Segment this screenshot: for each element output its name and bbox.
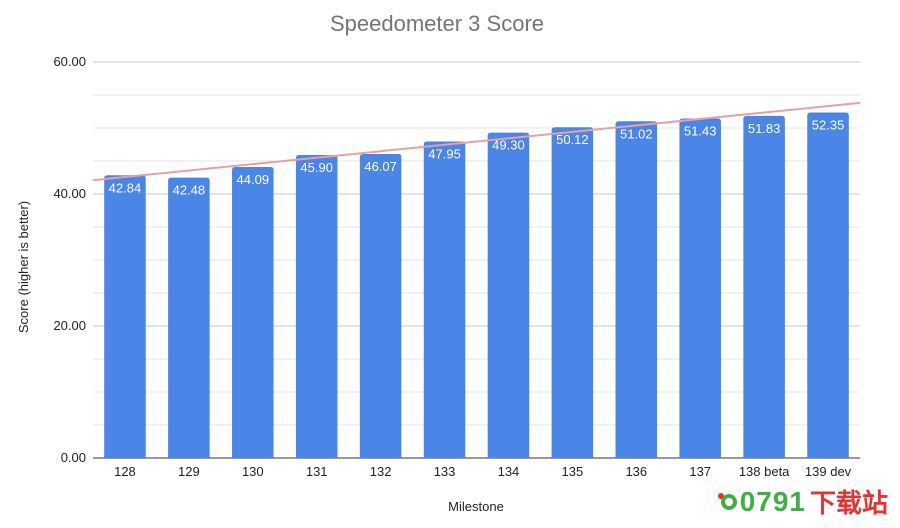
bar-value-label: 42.48 [173, 183, 206, 198]
x-axis-ticks: 128 129 130 131 132 133 134 135 136 137 138 beta 13… [114, 464, 852, 479]
bar-value-label: 51.02 [620, 126, 653, 141]
bar [168, 177, 210, 458]
bar-value-label: 51.83 [748, 121, 781, 136]
gridlines [93, 61, 860, 459]
x-tick-label: 135 [562, 464, 584, 479]
x-tick-label: 136 [625, 464, 647, 479]
x-tick-label: 138 beta [739, 464, 790, 479]
x-tick-label: 128 [114, 464, 136, 479]
watermark-ring-icon [717, 492, 737, 510]
bar-value-label: 42.84 [109, 180, 142, 195]
x-axis-title: Milestone [448, 499, 504, 514]
x-tick-label: 132 [370, 464, 392, 479]
x-tick-label: 131 [306, 464, 328, 479]
bar [487, 132, 530, 458]
x-tick-label: 134 [498, 464, 520, 479]
chart-title: Speedometer 3 Score [330, 11, 544, 36]
bar-value-label: 46.07 [364, 159, 397, 174]
watermark-digits: 0791 [739, 485, 806, 517]
y-tick-label: 20.00 [53, 318, 86, 333]
y-tick-label: 60.00 [53, 54, 86, 69]
bar [295, 155, 338, 458]
x-tick-label: 130 [242, 464, 264, 479]
y-tick-label: 0.00 [61, 450, 86, 465]
bar-value-label: 51.43 [684, 124, 717, 139]
bar [743, 115, 785, 458]
x-tick-label: 137 [689, 464, 711, 479]
bar [104, 175, 146, 459]
x-tick-label: 133 [434, 464, 456, 479]
bars [104, 112, 849, 459]
y-tick-label: 40.00 [53, 186, 86, 201]
watermark-logo: 0791 下载站 [717, 483, 888, 520]
x-tick-label: 139 dev [805, 464, 852, 479]
trendline [92, 101, 861, 182]
bar [359, 153, 402, 459]
bar-value-label: 47.95 [428, 147, 461, 162]
y-axis-title: Score (higher is better) [16, 201, 31, 333]
x-tick-label: 129 [178, 464, 200, 479]
bar [679, 118, 721, 458]
y-axis-ticks: 0.00 20.00 40.00 60.00 [53, 54, 86, 465]
watermark-text: 下载站 [809, 488, 888, 518]
bar [615, 121, 658, 458]
bar-value-label: 49.30 [492, 138, 525, 153]
bar-value-label: 45.90 [300, 160, 333, 175]
bar-value-label: 44.09 [237, 172, 270, 187]
trendline-line [92, 101, 861, 182]
bar [423, 141, 466, 458]
bar-value-label: 52.35 [812, 117, 845, 132]
bar [807, 112, 849, 459]
bar [232, 167, 274, 459]
bar-value-labels: 42.84 42.48 44.09 45.90 46.07 47.95 49.30 50.12… [109, 117, 845, 197]
bar [551, 127, 594, 458]
bar-value-label: 50.12 [556, 132, 589, 147]
